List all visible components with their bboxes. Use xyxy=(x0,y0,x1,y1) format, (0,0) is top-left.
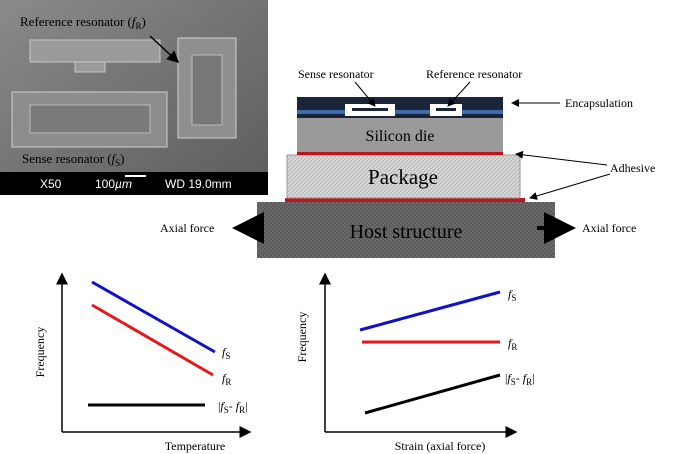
pointer-arrow xyxy=(516,154,607,165)
adhesive-label: Adhesive xyxy=(610,161,655,175)
encapsulation xyxy=(297,97,503,118)
reference-beam xyxy=(436,108,456,111)
reference-resonator-label: Reference resonator xyxy=(426,67,522,81)
difference-label: |fS- fR| xyxy=(218,399,248,415)
label-part: - xyxy=(229,399,236,413)
label-part: S xyxy=(511,293,516,303)
fs-label: fS xyxy=(222,345,230,361)
structure xyxy=(30,40,160,62)
sense-beam xyxy=(352,108,388,111)
structure xyxy=(75,62,105,72)
fr-label: fR xyxy=(222,371,231,387)
micrograph: Reference resonator (fR) Sense resonator… xyxy=(0,0,268,195)
sense-label: Sense resonator (fS) xyxy=(22,151,125,168)
encapsulation-label: Encapsulation xyxy=(565,96,633,110)
package-label: Package xyxy=(368,165,438,189)
label-part: R xyxy=(511,342,517,352)
axial-force-label: Axial force xyxy=(582,221,636,235)
adhesive-layer xyxy=(297,152,503,155)
structure xyxy=(192,55,222,125)
sense-resonator-label: Sense resonator xyxy=(298,67,374,81)
label-part: | xyxy=(245,399,247,413)
structure xyxy=(30,105,150,133)
adhesive-layer xyxy=(285,198,525,202)
encapsulation-layer xyxy=(297,110,503,114)
label-part: Reference resonator ( xyxy=(20,14,132,29)
label-part: ) xyxy=(142,14,146,29)
fs-label: fS xyxy=(508,287,516,303)
label-part: - xyxy=(516,371,523,385)
magnification: X50 xyxy=(40,177,62,191)
silicon-die-label: Silicon die xyxy=(366,128,435,145)
scale-part: µm xyxy=(115,177,132,191)
label-part: R xyxy=(225,377,231,387)
fs-line xyxy=(360,292,500,330)
label-part: S xyxy=(225,351,230,361)
difference-line xyxy=(365,375,500,413)
y-label: Frequency xyxy=(33,327,47,378)
label-part: ) xyxy=(120,151,124,166)
pointer-arrow xyxy=(530,174,610,198)
strain-graph: Frequency Strain (axial force) fS fR |fS… xyxy=(295,274,535,453)
difference-label: |fS- fR| xyxy=(505,371,535,387)
figure: Reference resonator (fR) Sense resonator… xyxy=(0,0,678,454)
host-structure-label: Host structure xyxy=(350,221,463,243)
label-part: | xyxy=(532,371,534,385)
temperature-graph: Frequency Temperature fS fR |fS- fR| xyxy=(33,274,250,453)
label-part: Sense resonator ( xyxy=(22,151,112,166)
scale: 100µm xyxy=(95,177,132,191)
x-label: Temperature xyxy=(165,439,225,453)
axial-force-label: Axial force xyxy=(160,221,214,235)
y-label: Frequency xyxy=(295,312,309,363)
working-distance: WD 19.0mm xyxy=(165,177,232,191)
fr-label: fR xyxy=(508,336,517,352)
reference-label: Reference resonator (fR) xyxy=(20,14,146,31)
x-label: Strain (axial force) xyxy=(395,439,486,453)
scale-part: 100 xyxy=(95,177,115,191)
